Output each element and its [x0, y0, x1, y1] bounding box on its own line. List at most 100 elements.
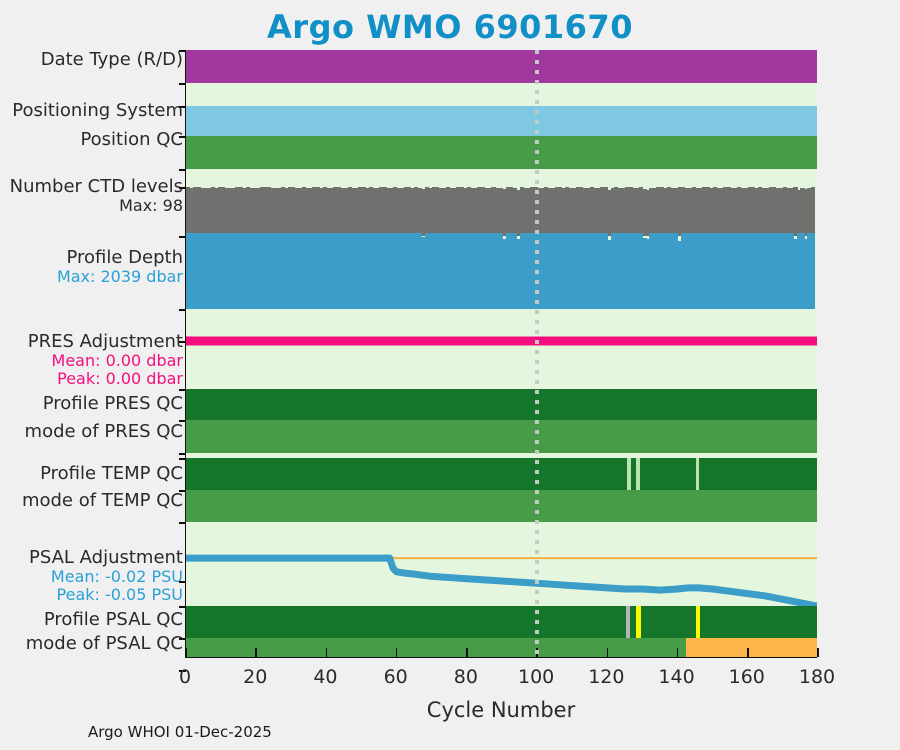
bar	[603, 233, 608, 309]
bar	[344, 187, 349, 236]
bar	[730, 233, 735, 309]
bar	[277, 187, 282, 236]
y-tick	[179, 236, 186, 238]
bar	[210, 187, 215, 236]
bar	[523, 233, 528, 309]
bar	[480, 233, 486, 309]
bar	[400, 233, 405, 309]
bar	[607, 239, 612, 309]
bar	[624, 187, 629, 236]
panel-position-qc	[186, 136, 817, 169]
bar	[410, 233, 415, 309]
bar	[217, 187, 222, 236]
bar	[667, 233, 672, 309]
bar	[705, 233, 710, 309]
row-label-text: mode of TEMP QC	[21, 490, 183, 511]
bar	[586, 233, 591, 309]
bar	[652, 188, 658, 236]
bar	[245, 233, 250, 309]
bar	[695, 187, 700, 236]
bar	[424, 233, 429, 309]
pres-mean-annotation: Mean: 0.00 dbar	[51, 351, 183, 371]
bar	[326, 233, 331, 309]
bar	[424, 187, 429, 236]
bar	[698, 233, 703, 309]
bar	[624, 233, 629, 309]
bar	[554, 187, 559, 236]
x-tick	[676, 648, 679, 657]
row-label-text: Positioning System	[12, 100, 183, 121]
bar	[754, 187, 759, 236]
bar	[417, 187, 422, 236]
y-tick	[179, 453, 186, 455]
bar	[417, 233, 422, 309]
panel-date-type	[186, 50, 817, 83]
bar	[365, 187, 370, 236]
bar	[389, 233, 394, 309]
bar	[210, 233, 215, 309]
bar	[263, 187, 268, 236]
row-label-text: PSAL Adjustment	[28, 547, 183, 568]
bar	[645, 238, 651, 309]
bar	[351, 187, 356, 236]
bar	[607, 189, 612, 236]
bar	[207, 188, 212, 236]
bar	[551, 233, 556, 309]
bar	[270, 187, 275, 236]
bar	[340, 233, 345, 309]
bar	[473, 233, 479, 309]
bar	[502, 238, 507, 309]
row-label-text: Profile PRES QC	[42, 393, 183, 414]
bar	[463, 187, 468, 236]
bar	[754, 233, 759, 309]
segment-profile-temp-qc-6	[699, 458, 817, 490]
bar	[803, 188, 809, 236]
bar	[256, 187, 261, 236]
bar	[336, 187, 342, 236]
bar	[252, 233, 257, 309]
bar	[617, 233, 622, 309]
bar	[558, 233, 563, 309]
bar	[431, 187, 436, 236]
bar	[681, 187, 686, 236]
bar	[459, 187, 464, 236]
bar	[537, 187, 542, 236]
bar	[789, 188, 795, 236]
bar	[294, 187, 299, 236]
bar	[249, 187, 254, 236]
bar	[459, 233, 464, 309]
segment-profile-temp-qc-0	[186, 458, 627, 490]
bar	[516, 189, 521, 236]
bar	[677, 240, 682, 309]
row-label-pres-adjustment: PRES Adjustment Mean: 0.00 dbar Peak: 0.…	[0, 331, 183, 388]
bar	[551, 188, 556, 236]
bar	[807, 233, 812, 309]
bar	[442, 187, 447, 236]
bar	[466, 187, 471, 236]
bar	[347, 187, 352, 236]
x-tick-label: 80	[453, 666, 478, 688]
bar	[196, 187, 201, 236]
bar	[596, 233, 601, 309]
segment-profile-psal-qc-0	[186, 606, 626, 638]
ctd-max-annotation: Max: 98	[119, 196, 183, 216]
bar	[509, 187, 514, 236]
bar	[284, 187, 289, 236]
bar	[596, 188, 601, 236]
bar	[688, 233, 693, 309]
segment-profile-psal-qc-6	[700, 606, 817, 638]
segment-mode-of-psal-qc-1	[686, 638, 817, 657]
bar	[565, 187, 570, 236]
bar	[287, 233, 292, 309]
y-tick	[179, 420, 186, 422]
bar	[740, 187, 745, 236]
segment-profile-psal-qc-2	[630, 606, 637, 638]
segment-profile-psal-qc-1	[625, 606, 631, 638]
bar	[407, 233, 412, 309]
bar	[463, 233, 468, 309]
y-tick	[179, 106, 186, 108]
bar	[600, 187, 605, 236]
y-tick	[179, 670, 186, 672]
segment-profile-temp-qc-1	[626, 458, 632, 490]
